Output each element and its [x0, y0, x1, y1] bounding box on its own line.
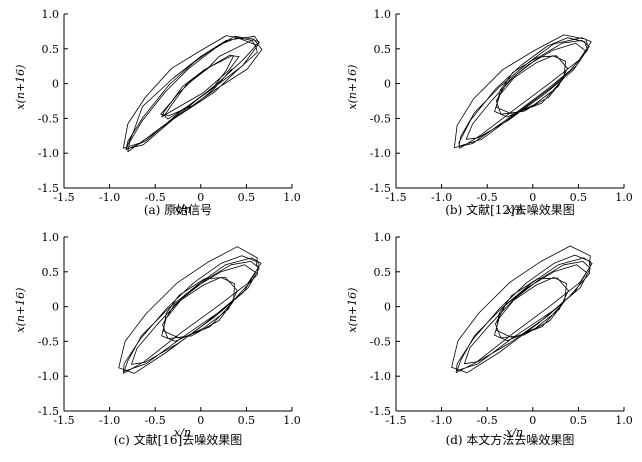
panel-b: -1.5 -1.0 -0.5 0 0.5 1.0 -1.5 -1.0 -0.5 0 0.5 1.0 x/…	[346, 8, 633, 217]
y-tick-label: 1.0	[374, 8, 392, 21]
y-tick-label: 0	[52, 301, 59, 314]
panel-caption: (a) 原始信号	[144, 203, 212, 217]
phase-trajectory-line	[118, 246, 262, 374]
y-tick-label: 0.5	[374, 266, 392, 279]
y-tick-label: 0.5	[374, 43, 392, 56]
x-tick-label: -1.5	[385, 191, 406, 204]
x-tick-label: -0.5	[145, 191, 166, 204]
x-tick-label: 0	[529, 414, 536, 427]
x-tick-label: 1.0	[283, 191, 301, 204]
y-axis-label: x(n+16)	[346, 288, 359, 333]
x-axis-label: x/n	[506, 426, 523, 439]
y-tick-label: -0.5	[370, 335, 391, 348]
y-tick-label: -1.0	[370, 370, 391, 383]
x-tick-label: -1.0	[431, 414, 452, 427]
phase-trajectory-line	[122, 35, 263, 153]
y-tick-label: -1.5	[370, 405, 391, 418]
panel-d: -1.5 -1.0 -0.5 0 0.5 1.0 -1.5 -1.0 -0.5 0 0.5 1.0 x/…	[346, 231, 633, 447]
phase-trajectory-line	[451, 245, 593, 374]
x-tick-label: -1.0	[431, 191, 452, 204]
x-axis-label: x/n	[506, 203, 523, 216]
y-axis-label: x(n+16)	[346, 65, 359, 110]
y-tick-label: 0.5	[42, 43, 60, 56]
x-tick-label: 0.5	[238, 191, 256, 204]
y-tick-label: 0	[52, 78, 59, 91]
x-tick-label: 0	[197, 191, 204, 204]
panel-caption: (c) 文献[16]去噪效果图	[114, 432, 243, 447]
y-tick-label: 1.0	[374, 231, 392, 244]
x-tick-label: 0	[529, 191, 536, 204]
y-tick-label: -1.5	[38, 405, 59, 418]
x-tick-label: 1.0	[615, 414, 633, 427]
phase-trajectory-line	[454, 34, 592, 149]
y-tick-label: -1.5	[38, 182, 59, 195]
y-tick-label: 0	[384, 301, 391, 314]
x-tick-label: 0.5	[570, 414, 588, 427]
panel-a: -1.5 -1.0 -0.5 0 0.5 1.0 -1.5 -1.0 -0.5 0 0.5 1.0 x/…	[14, 8, 301, 217]
y-tick-label: 1.0	[42, 231, 60, 244]
y-tick-label: -1.0	[38, 370, 59, 383]
y-tick-label: 0	[384, 78, 391, 91]
x-tick-label: 0.5	[238, 414, 256, 427]
x-tick-label: -0.5	[145, 414, 166, 427]
x-tick-label: -1.0	[99, 191, 120, 204]
y-axis-label: x(n+16)	[14, 288, 27, 333]
x-tick-label: -0.5	[477, 414, 498, 427]
x-tick-label: 1.0	[283, 414, 301, 427]
panel-caption: (b) 文献[12]去噪效果图	[445, 202, 575, 217]
y-tick-label: -0.5	[38, 112, 59, 125]
x-axis-label: x/n	[174, 426, 191, 439]
y-tick-label: -1.0	[38, 147, 59, 160]
y-tick-label: -1.0	[370, 147, 391, 160]
y-tick-label: -0.5	[38, 335, 59, 348]
x-tick-label: 0	[197, 414, 204, 427]
y-tick-label: -1.5	[370, 182, 391, 195]
panel-c: -1.5 -1.0 -0.5 0 0.5 1.0 -1.5 -1.0 -0.5 0 0.5 1.0 x/…	[14, 231, 301, 447]
x-tick-label: 0.5	[570, 191, 588, 204]
x-tick-label: -1.5	[53, 414, 74, 427]
y-tick-label: -0.5	[370, 112, 391, 125]
y-tick-label: 1.0	[42, 8, 60, 21]
y-tick-label: 0.5	[42, 266, 60, 279]
x-tick-label: -0.5	[477, 191, 498, 204]
x-tick-label: -1.5	[53, 191, 74, 204]
x-axis-label: x/n	[174, 203, 191, 216]
x-tick-label: -1.5	[385, 414, 406, 427]
y-axis-label: x(n+16)	[14, 65, 27, 110]
panel-caption: (d) 本文方法去噪效果图	[446, 432, 575, 447]
x-tick-label: 1.0	[615, 191, 633, 204]
x-tick-label: -1.0	[99, 414, 120, 427]
